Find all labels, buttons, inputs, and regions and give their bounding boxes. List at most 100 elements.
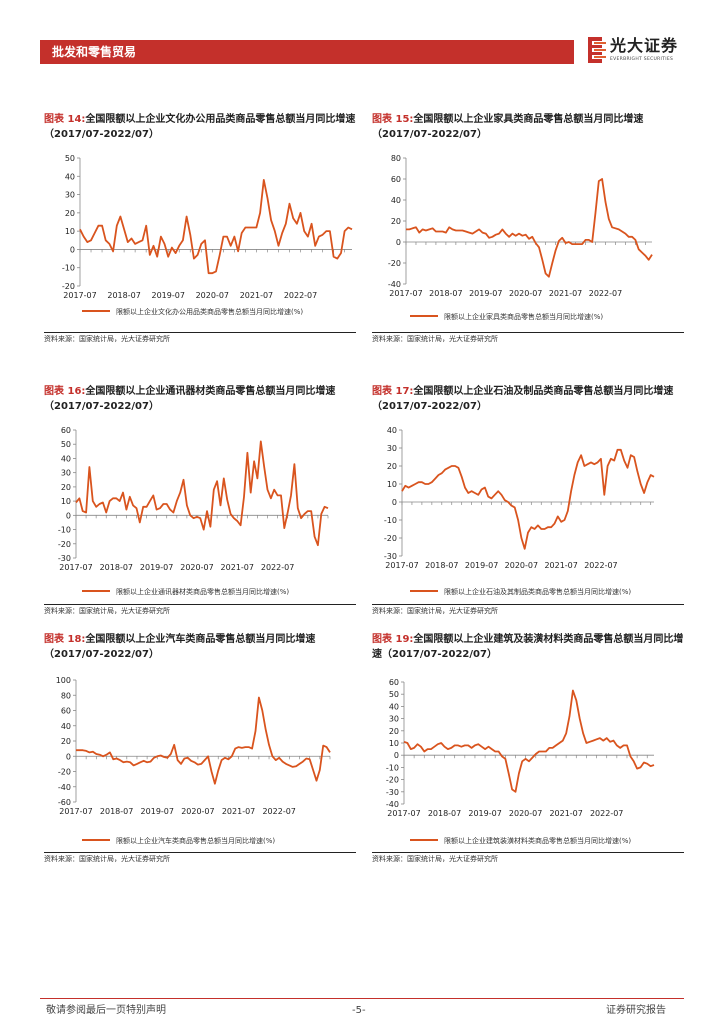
y-tick-label: 40	[391, 196, 401, 205]
chart-title: 图表 17:全国限额以上企业石油及制品类商品零售总额当月同比增速（2017/07…	[372, 384, 684, 414]
y-tick-label: -40	[386, 800, 399, 809]
x-tick-label: 2021-07	[221, 563, 254, 572]
x-tick-label: 2022-07	[262, 807, 295, 816]
chart-title: 图表 19:全国限额以上企业建筑及装潢材料类商品零售总额当月同比增速（2017/…	[372, 632, 684, 662]
legend-label: 限额以上企业文化办公用品类商品零售总额当月同比增速(%)	[116, 307, 303, 316]
panel-rule	[372, 604, 684, 605]
chart-label: 图表 15:	[372, 114, 414, 125]
y-tick-label: -20	[58, 540, 71, 549]
series-line	[401, 448, 655, 550]
y-tick-label: 80	[61, 691, 71, 700]
y-tick-label: 30	[387, 444, 397, 453]
x-tick-label: 2019-07	[465, 561, 498, 570]
y-tick-label: 40	[387, 426, 397, 435]
y-tick-label: 20	[387, 462, 397, 471]
x-tick-label: 2018-07	[100, 563, 133, 572]
x-tick-label: 2020-07	[180, 563, 213, 572]
x-tick-label: 2018-07	[428, 809, 461, 818]
y-tick-label: -20	[388, 259, 401, 268]
x-tick-label: 2018-07	[429, 289, 462, 298]
y-tick-label: -40	[388, 280, 401, 289]
y-tick-label: 60	[391, 175, 401, 184]
y-tick-label: 0	[66, 511, 71, 520]
x-tick-label: 2019-07	[151, 291, 184, 300]
series-line	[75, 440, 329, 547]
y-tick-label: -40	[58, 783, 71, 792]
chart-label: 图表 14:	[44, 114, 86, 125]
y-tick-label: 20	[65, 209, 75, 218]
y-tick-label: 0	[392, 498, 397, 507]
series-line	[79, 178, 353, 275]
y-tick-label: 0	[66, 752, 71, 761]
x-tick-label: 2021-07	[240, 291, 273, 300]
source-note: 资料来源：国家统计局，光大证券研究所	[372, 855, 498, 863]
chart-title-text: 全国限额以上企业家具类商品零售总额当月同比增速（2017/07-2022/07）	[372, 114, 644, 140]
y-tick-label: 30	[65, 191, 75, 200]
x-tick-label: 2021-07	[549, 289, 582, 298]
y-tick-label: 20	[61, 737, 71, 746]
x-tick-label: 2019-07	[468, 809, 501, 818]
x-tick-label: 2019-07	[469, 289, 502, 298]
x-tick-label: 2018-07	[425, 561, 458, 570]
y-tick-label: 60	[389, 678, 399, 687]
x-tick-label: 2020-07	[505, 561, 538, 570]
y-tick-label: -20	[62, 282, 75, 291]
legend-label: 限额以上企业建筑装潢材料类商品零售总额当月同比增速(%)	[444, 836, 631, 845]
y-tick-label: 50	[61, 440, 71, 449]
chart-title-text: 全国限额以上企业通讯器材类商品零售总额当月同比增速（2017/07-2022/0…	[44, 386, 336, 412]
chart-label: 图表 18:	[44, 634, 86, 645]
y-tick-label: -20	[384, 534, 397, 543]
chart-title: 图表 15:全国限额以上企业家具类商品零售总额当月同比增速（2017/07-20…	[372, 112, 684, 142]
y-tick-label: 20	[391, 217, 401, 226]
y-tick-label: 0	[70, 245, 75, 254]
series-line	[406, 178, 653, 278]
y-tick-label: 50	[65, 154, 75, 163]
source-note: 资料来源：国家统计局，光大证券研究所	[372, 335, 498, 343]
x-tick-label: 2017-07	[59, 563, 92, 572]
y-tick-label: 0	[394, 751, 399, 760]
x-tick-label: 2022-07	[590, 809, 623, 818]
y-tick-label: 10	[389, 739, 399, 748]
y-tick-label: -60	[58, 798, 71, 807]
chart-title-text: 全国限额以上企业汽车类商品零售总额当月同比增速（2017/07-2022/07）	[44, 634, 316, 660]
chart-label: 图表 17:	[372, 386, 414, 397]
y-tick-label: 30	[61, 469, 71, 478]
y-tick-label: -30	[384, 552, 397, 561]
x-tick-label: 2018-07	[100, 807, 133, 816]
y-tick-label: 10	[61, 497, 71, 506]
y-tick-label: -10	[62, 264, 75, 273]
chart-title-text: 全国限额以上企业文化办公用品类商品零售总额当月同比增速（2017/07-2022…	[44, 114, 356, 140]
y-tick-label: 80	[391, 154, 401, 163]
x-tick-label: 2018-07	[107, 291, 140, 300]
y-tick-label: 40	[65, 172, 75, 181]
x-tick-label: 2022-07	[584, 561, 617, 570]
x-tick-label: 2020-07	[196, 291, 229, 300]
chart-title-text: 全国限额以上企业石油及制品类商品零售总额当月同比增速（2017/07-2022/…	[372, 386, 674, 412]
source-note: 资料来源：国家统计局，光大证券研究所	[44, 335, 170, 343]
x-tick-label: 2020-07	[181, 807, 214, 816]
y-tick-label: 40	[61, 722, 71, 731]
footer-report-type: 证券研究报告	[606, 1005, 666, 1016]
y-tick-label: 60	[61, 426, 71, 435]
x-tick-label: 2021-07	[544, 561, 577, 570]
y-tick-label: 30	[389, 715, 399, 724]
x-tick-label: 2017-07	[63, 291, 96, 300]
y-tick-label: -20	[58, 768, 71, 777]
y-tick-label: 40	[389, 702, 399, 711]
footer-disclaimer: 敬请参阅最后一页特别声明	[46, 1005, 166, 1016]
x-tick-label: 2017-07	[387, 809, 420, 818]
series-line	[403, 689, 655, 793]
x-tick-label: 2019-07	[141, 807, 174, 816]
source-note: 资料来源：国家统计局，光大证券研究所	[44, 607, 170, 615]
footer-rule	[40, 998, 684, 999]
y-tick-label: 50	[389, 690, 399, 699]
brand-logo: 光大证券 EVERBRIGHT SECURITIES	[588, 36, 688, 66]
legend-label: 限额以上企业汽车类商品零售总额当月同比增速(%)	[116, 836, 275, 845]
logo-subtext: EVERBRIGHT SECURITIES	[610, 57, 674, 62]
x-tick-label: 2017-07	[385, 561, 418, 570]
legend-label: 限额以上企业家具类商品零售总额当月同比增速(%)	[444, 312, 603, 321]
